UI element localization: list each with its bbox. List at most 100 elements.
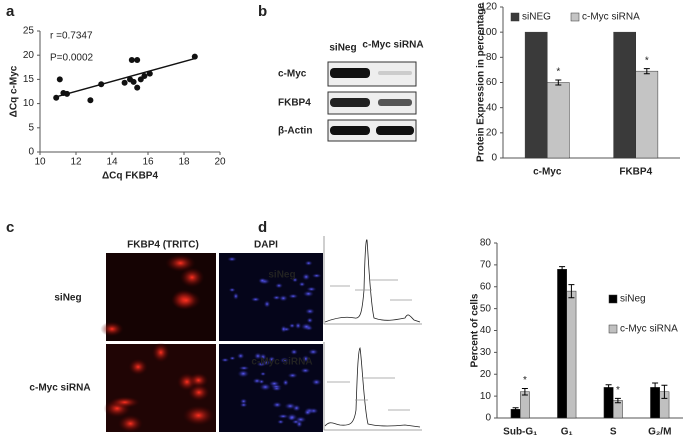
cell — [284, 402, 297, 410]
x-tick-label: G₂/M — [648, 427, 671, 438]
cell — [300, 322, 313, 331]
bar — [613, 31, 636, 159]
point — [141, 73, 148, 80]
cell — [109, 396, 140, 409]
significance: * — [616, 385, 620, 396]
cell — [298, 281, 306, 287]
cell — [182, 405, 215, 426]
point — [134, 84, 141, 91]
x-tick-label: FKBP4 — [619, 167, 652, 178]
cell — [295, 420, 303, 428]
bar — [557, 269, 568, 419]
point — [191, 53, 198, 60]
cell — [263, 300, 271, 308]
x-tick-label: G₁ — [561, 427, 573, 438]
point — [87, 97, 94, 104]
cell — [291, 277, 299, 283]
bar — [603, 387, 614, 419]
error-bar — [661, 384, 668, 399]
y-tick-label: 120 — [480, 2, 497, 13]
y-axis-title: Protein Expression in percentage — [476, 3, 487, 162]
x-tick-label: 18 — [178, 157, 190, 168]
cell — [300, 367, 311, 374]
error-bar — [652, 382, 659, 393]
panel-label: d — [258, 219, 267, 236]
legend-swatch — [510, 12, 520, 22]
x-tick-label: 20 — [214, 157, 226, 168]
blot-column: c-Myc siRNA — [362, 40, 423, 51]
cell — [232, 292, 239, 300]
error-bar — [512, 407, 519, 412]
y-axis-title: ΔCq c-Myc — [9, 65, 20, 117]
cell — [306, 317, 314, 324]
cell — [188, 383, 210, 402]
cell — [259, 383, 272, 391]
cell — [228, 287, 236, 293]
legend-swatch — [608, 324, 618, 334]
y-axis-title: Percent of cells — [470, 293, 481, 367]
bar — [547, 82, 570, 159]
cell — [179, 267, 205, 288]
significance: * — [556, 67, 560, 78]
error-bar — [643, 68, 650, 75]
panel-label: b — [258, 3, 267, 20]
cell — [286, 413, 298, 422]
cell — [272, 295, 281, 301]
error-bar — [521, 387, 528, 396]
cell — [288, 293, 299, 299]
cell — [239, 398, 248, 405]
x-tick-label: Sub-G₁ — [503, 427, 537, 438]
cell — [268, 380, 280, 387]
y-tick-label: 70 — [480, 260, 492, 271]
cell — [288, 323, 296, 329]
cell — [165, 254, 196, 272]
y-tick-label: 10 — [480, 391, 492, 402]
blot-row: c-Myc — [278, 69, 307, 80]
image-column: FKBP4 (TRITC) — [127, 240, 199, 251]
image-column: DAPI — [254, 240, 278, 251]
significance: * — [523, 375, 527, 386]
cell — [272, 401, 283, 409]
x-tick-label: c-Myc — [533, 167, 562, 178]
legend-label: c-Myc siRNA — [620, 324, 678, 335]
point — [121, 79, 128, 86]
annotation: r =0.7347 — [50, 31, 93, 42]
cell — [277, 419, 285, 425]
flow-row: siNeg — [268, 270, 295, 281]
y-tick-label: 0 — [28, 147, 34, 158]
cell — [237, 369, 250, 378]
image-row: siNeg — [54, 293, 81, 304]
cell — [301, 355, 310, 363]
bar — [635, 70, 659, 159]
flow-histograms — [323, 236, 422, 431]
cell — [250, 296, 261, 302]
cell — [282, 379, 289, 387]
x-axis-title: ΔCq FKBP4 — [102, 171, 159, 182]
legend-label: siNEG — [522, 12, 551, 23]
image-row: c-Myc siRNA — [29, 383, 90, 394]
point — [98, 81, 105, 88]
cell — [253, 352, 262, 360]
cell — [277, 413, 289, 419]
legend-label: c-Myc siRNA — [582, 12, 640, 23]
y-tick-label: 25 — [23, 26, 35, 37]
cell — [303, 409, 312, 416]
y-tick-label: 80 — [480, 238, 492, 249]
cell — [287, 372, 298, 379]
cell — [304, 260, 313, 266]
point — [130, 78, 137, 85]
cell — [100, 321, 124, 337]
y-tick-label: 20 — [486, 127, 498, 138]
y-tick-label: 20 — [480, 369, 492, 380]
y-tick-label: 0 — [491, 153, 497, 164]
x-tick-label: S — [610, 427, 617, 438]
cell — [220, 357, 230, 363]
cell — [268, 356, 276, 363]
error-bar — [555, 79, 562, 86]
cell — [278, 294, 288, 302]
y-tick-label: 20 — [23, 50, 35, 61]
bar — [566, 290, 577, 419]
flow-row: c-Myc siRNA — [251, 357, 312, 368]
